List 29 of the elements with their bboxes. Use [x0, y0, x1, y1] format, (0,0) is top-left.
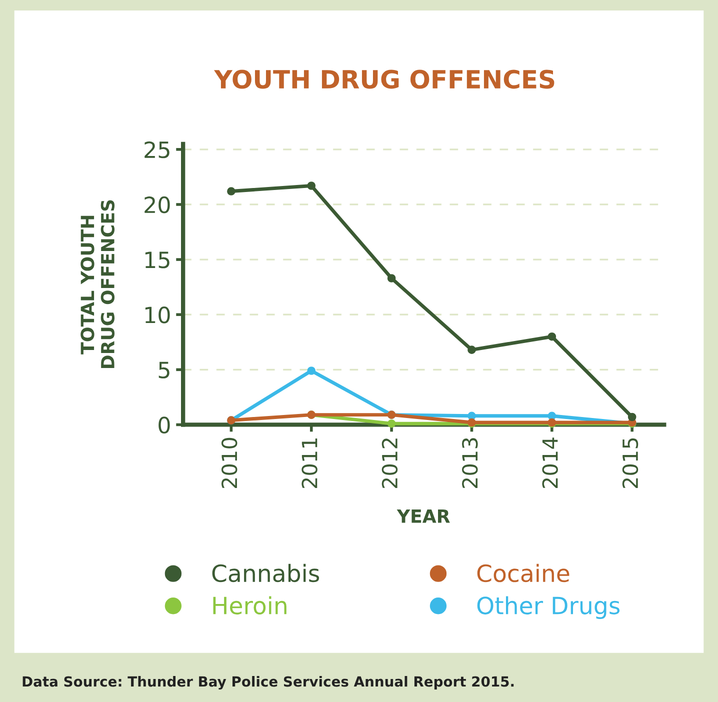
y-tick-label: 25: [144, 141, 170, 158]
x-tick-label: 2014: [542, 438, 558, 488]
point: [307, 366, 316, 375]
x-tick-label: 2012: [382, 438, 398, 488]
point: [387, 274, 396, 282]
y-axis-title: TOTAL YOUTH DRUG OFFENCES: [80, 200, 115, 368]
legend-label: Cannabis: [212, 564, 320, 582]
x-axis-title: YEAR: [396, 510, 450, 523]
legend-label: Other Drugs: [477, 596, 620, 620]
source-note: Data Source: Thunder Bay Police Services Annual Report 2015.: [22, 676, 514, 690]
point: [468, 412, 476, 420]
legend-label: Heroin: [213, 596, 286, 614]
point: [548, 332, 556, 341]
point: [227, 187, 236, 196]
y-tick-label: 5: [158, 362, 170, 378]
point: [468, 346, 476, 354]
x-tick-label: 2013: [462, 438, 478, 488]
legend-label: Cocaine: [477, 564, 570, 582]
x-tick-label: 2010: [221, 438, 238, 488]
y-tick-label: 20: [144, 196, 170, 214]
point: [307, 182, 316, 190]
point: [387, 419, 396, 428]
chart-title: YOUTH DRUG OFFENCES: [214, 70, 554, 89]
y-tick-label: 0: [158, 416, 170, 434]
y-tick-label: 15: [145, 252, 170, 268]
y-tick-label: 10: [145, 306, 170, 324]
x-tick-label: 2015: [622, 438, 638, 488]
point: [628, 412, 636, 422]
x-tick-label: 2011: [302, 438, 318, 488]
